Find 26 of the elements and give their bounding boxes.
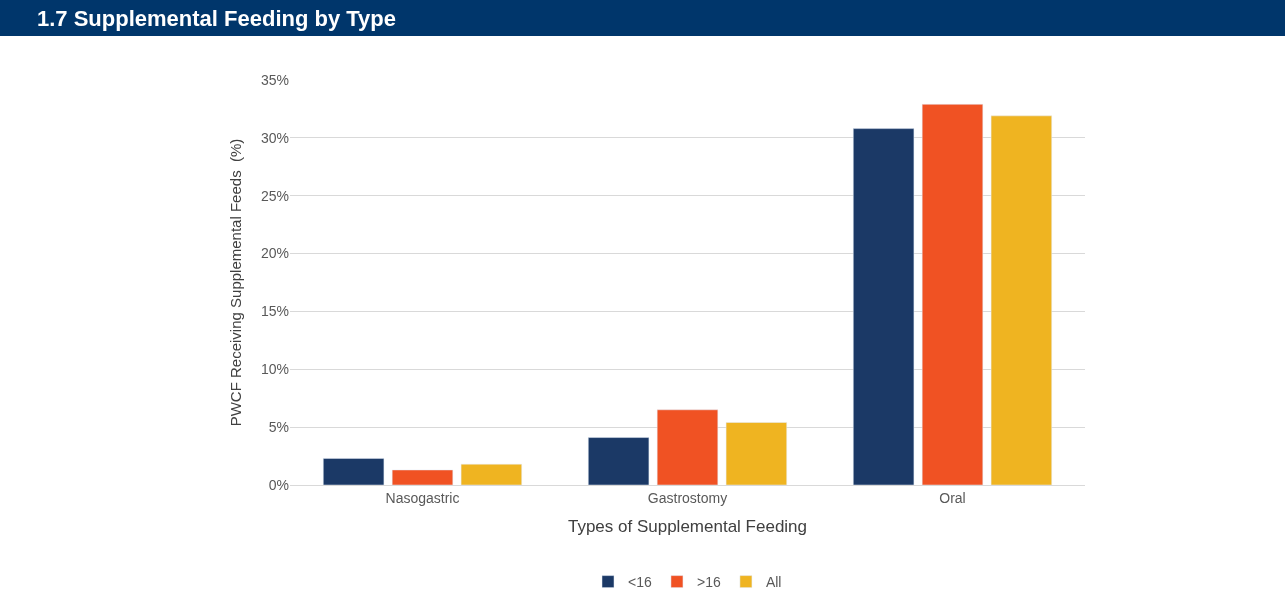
bar <box>853 128 915 485</box>
bar <box>990 115 1052 485</box>
y-tick-label: 10% <box>260 361 289 378</box>
bar <box>921 104 984 485</box>
legend-label: <16 <box>628 574 652 591</box>
y-tick-label: 0% <box>268 476 289 493</box>
bar <box>323 458 385 485</box>
bar <box>725 422 787 485</box>
x-axis-title: Types of Supplemental Feeding <box>567 517 808 537</box>
x-tick-label: Nasogastric <box>385 489 460 506</box>
y-tick-label: 25% <box>260 187 289 204</box>
bar <box>391 469 454 485</box>
legend-label: >16 <box>696 574 721 591</box>
x-tick-label: Oral <box>939 489 966 506</box>
y-tick-label: 5% <box>268 419 289 436</box>
bar <box>656 409 719 485</box>
y-tick-label: 35% <box>260 71 289 88</box>
bar <box>460 463 522 485</box>
legend-label: All <box>765 574 782 591</box>
bar <box>588 437 650 485</box>
y-tick-label: 20% <box>260 245 289 262</box>
chart-title: 1.7 Supplemental Feeding by Type <box>37 6 397 31</box>
x-tick-label: Gastrostomy <box>647 489 728 506</box>
y-axis-title: PWCF Receiving Supplemental Feeds (%) <box>227 138 245 427</box>
y-tick-label: 30% <box>260 129 289 146</box>
y-tick-label: 15% <box>260 303 289 320</box>
